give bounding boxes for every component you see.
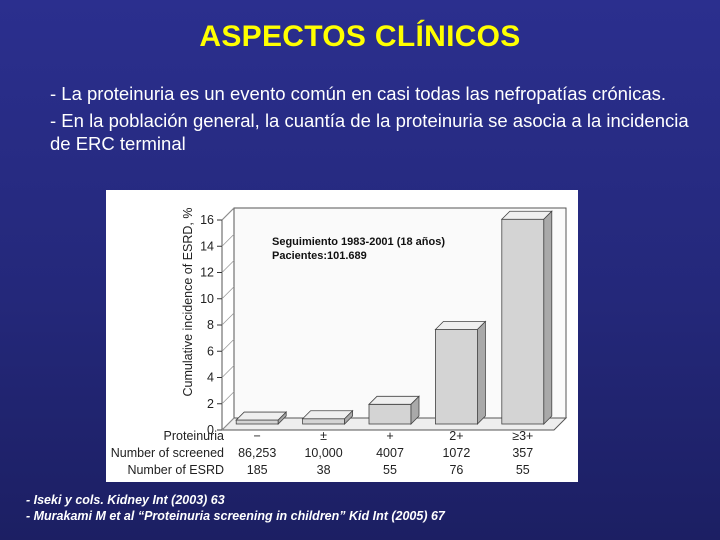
chart-annotation-line: Seguimiento 1983-2001 (18 años) (272, 236, 445, 248)
bar (500, 210, 553, 425)
table-cell: 76 (449, 463, 463, 477)
y-tick-label: 4 (207, 371, 214, 385)
bar-side (477, 320, 486, 425)
table-cell: 185 (247, 463, 268, 477)
bar-chart: Cumulative incidence of ESRD, % 0 2 4 6 8 10 1… (111, 207, 568, 477)
table-cell: 1072 (442, 446, 470, 460)
bar-top (500, 210, 553, 220)
table-row-label: Proteinuria (164, 429, 224, 443)
y-tick-depth (221, 338, 235, 352)
table-cell: 4007 (376, 446, 404, 460)
y-tick-label: 2 (207, 397, 214, 411)
table-cell: − (254, 429, 261, 443)
chart-panel: Cumulative incidence of ESRD, % 0 2 4 6 8 10 1… (106, 190, 578, 482)
bar (301, 409, 354, 425)
y-axis: 0 2 4 6 8 10 12 14 16 (200, 207, 235, 437)
bar-front (368, 403, 412, 425)
table-cell: 357 (512, 446, 533, 460)
bar-side (543, 210, 553, 425)
bar-side (410, 395, 420, 425)
table-row-label: Number of ESRD (127, 463, 224, 477)
table-cell: 38 (317, 463, 331, 477)
bar (368, 395, 420, 425)
table-cell: 86,253 (238, 446, 276, 460)
bullet-item: - En la población general, la cuantía de… (50, 110, 689, 154)
references: - Iseki y cols. Kidney Int (2003) 63 - M… (26, 492, 706, 524)
y-tick-label: 10 (200, 292, 214, 306)
y-tick-label: 0 (207, 423, 214, 437)
table-row-label: Number of screened (111, 446, 224, 460)
y-tick-depth (221, 233, 235, 247)
y-tick-label: 14 (200, 239, 214, 253)
bullet-item: - La proteinuria es un evento común en c… (50, 83, 666, 104)
table-cell: ± (320, 429, 327, 443)
bar-top (368, 395, 420, 405)
table-cell: 55 (383, 463, 397, 477)
table-cell: 2+ (449, 429, 463, 443)
slide-title: ASPECTOS CLÍNICOS (199, 20, 521, 53)
bars (235, 210, 553, 425)
y-tick-depth (221, 260, 235, 273)
y-tick-label: 6 (207, 344, 214, 358)
bar-top (434, 321, 487, 330)
bar-front (501, 218, 545, 425)
bar-top (301, 410, 354, 420)
bar (235, 411, 288, 425)
y-tick-depth (221, 391, 235, 405)
table-cell: 10,000 (304, 446, 342, 460)
data-table: Proteinuria − ± +2+ ≥3+ Number of screened 86,… (111, 429, 534, 477)
y-tick-label: 12 (200, 266, 214, 280)
reference-item: - Murakami M et al “Proteinuria screenin… (26, 509, 445, 523)
y-tick-depth (221, 286, 235, 300)
y-tick-depth (221, 417, 235, 431)
table-cell: ≥3+ (512, 429, 533, 443)
y-tick-label: 8 (207, 318, 214, 332)
bar (434, 320, 487, 425)
table-cell: + (386, 429, 393, 443)
y-tick-depth (221, 207, 235, 221)
reference-item: - Iseki y cols. Kidney Int (2003) 63 (26, 493, 225, 507)
bar-side (277, 411, 287, 425)
bar-side (344, 409, 353, 425)
y-tick-label: 16 (200, 213, 214, 227)
chart-annotation-line: Pacientes:101.689 (272, 250, 367, 262)
bar-front (434, 329, 478, 425)
y-axis-label: Cumulative incidence of ESRD, % (181, 208, 195, 397)
table-cell: 55 (516, 463, 530, 477)
bar-front (302, 418, 346, 425)
bar-front (235, 419, 279, 425)
bullet-list: - La proteinuria es un evento común en c… (50, 82, 690, 159)
y-tick-depth (221, 365, 235, 378)
y-tick-depth (221, 312, 235, 326)
bar-top (235, 411, 288, 421)
